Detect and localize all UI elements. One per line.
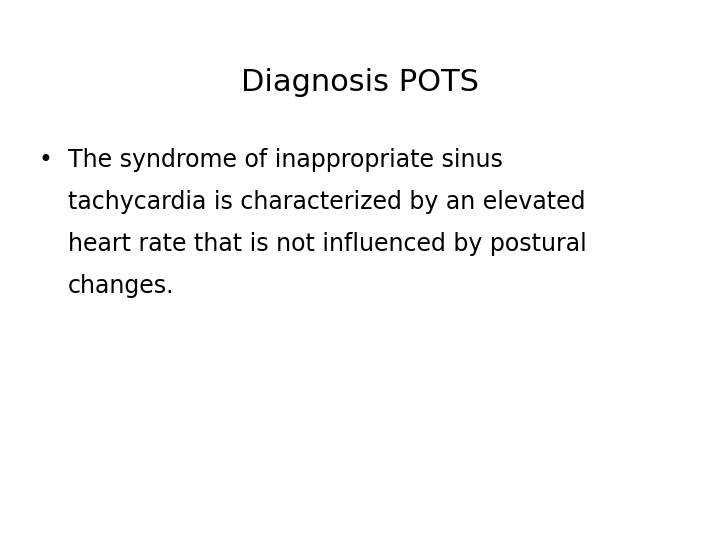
Text: Diagnosis POTS: Diagnosis POTS <box>241 68 479 97</box>
Text: The syndrome of inappropriate sinus: The syndrome of inappropriate sinus <box>68 148 503 172</box>
Text: •: • <box>38 148 52 172</box>
Text: heart rate that is not influenced by postural: heart rate that is not influenced by pos… <box>68 232 587 256</box>
Text: changes.: changes. <box>68 274 174 298</box>
Text: tachycardia is characterized by an elevated: tachycardia is characterized by an eleva… <box>68 190 585 214</box>
